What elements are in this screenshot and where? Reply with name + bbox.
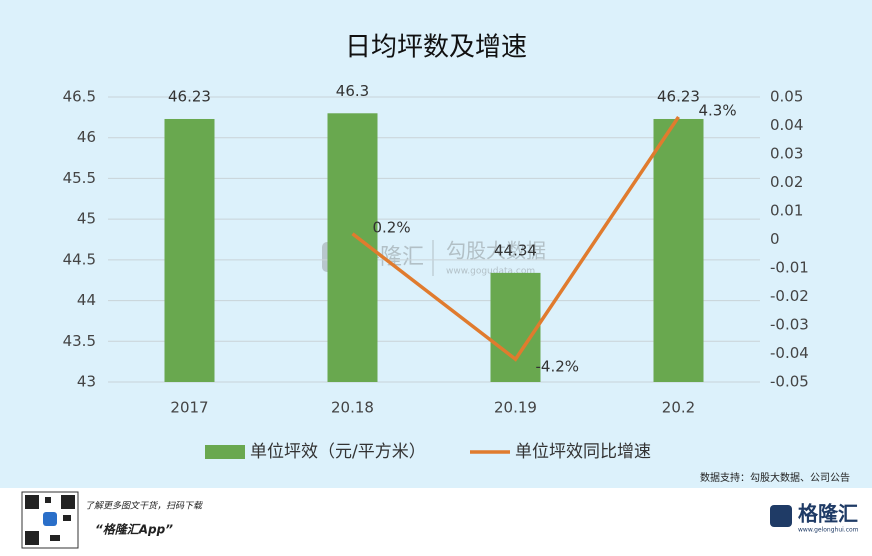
source-note: 数据支持：勾股大数据、公司公告 bbox=[700, 471, 850, 484]
x-tick-label: 20.19 bbox=[494, 399, 537, 417]
line-value-label: 0.2% bbox=[373, 218, 411, 236]
y2-tick-label: 0 bbox=[770, 230, 780, 248]
x-tick-label: 20.2 bbox=[662, 399, 695, 417]
y-tick-label: 46.5 bbox=[63, 88, 96, 106]
y2-tick-label: 0.04 bbox=[770, 116, 803, 134]
chart-title: 日均坪数及增速 bbox=[345, 33, 527, 63]
y-tick-label: 43.5 bbox=[63, 332, 96, 350]
footer-logo-icon bbox=[770, 505, 792, 527]
y-tick-label: 44 bbox=[77, 291, 96, 309]
watermark-url: www.gogudata.com bbox=[446, 267, 535, 277]
qr-code bbox=[21, 491, 79, 549]
y-tick-label: 45 bbox=[77, 210, 96, 228]
y-tick-label: 46 bbox=[77, 128, 96, 146]
footer-logo: 格隆汇 bbox=[798, 502, 858, 526]
footer-background bbox=[0, 488, 872, 556]
y2-tick-label: 0.01 bbox=[770, 202, 803, 220]
bar-value-label: 46.3 bbox=[336, 82, 369, 100]
y-tick-label: 45.5 bbox=[63, 169, 96, 187]
footer-prompt: 了解更多图文干货，扫码下载 bbox=[85, 501, 203, 512]
legend-label: 单位坪效（元/平方米） bbox=[250, 442, 426, 462]
chart-background bbox=[0, 0, 872, 488]
y2-tick-label: -0.01 bbox=[770, 259, 809, 277]
footer-app: “格隆汇App” bbox=[95, 523, 173, 537]
legend-swatch bbox=[205, 445, 245, 459]
bar-value-label: 46.23 bbox=[657, 87, 700, 105]
bar bbox=[653, 118, 704, 382]
watermark-name: 勾股大数据 bbox=[446, 239, 546, 263]
bar-value-label: 46.23 bbox=[168, 87, 211, 105]
y2-tick-label: 0.05 bbox=[770, 88, 803, 106]
bar bbox=[164, 118, 215, 382]
y-tick-label: 43 bbox=[77, 373, 96, 391]
line bbox=[351, 115, 680, 362]
bar bbox=[490, 272, 541, 382]
y2-tick-label: 0.02 bbox=[770, 173, 803, 191]
y2-tick-label: -0.04 bbox=[770, 344, 809, 362]
x-tick-label: 2017 bbox=[170, 399, 208, 417]
y-tick-label: 44.5 bbox=[63, 250, 96, 268]
line-value-label: -4.2% bbox=[536, 358, 580, 376]
legend-label: 单位坪效同比增速 bbox=[515, 442, 651, 462]
y2-tick-label: -0.03 bbox=[770, 316, 809, 334]
y2-tick-label: 0.03 bbox=[770, 145, 803, 163]
y2-tick-label: -0.05 bbox=[770, 373, 809, 391]
y2-tick-label: -0.02 bbox=[770, 287, 809, 305]
footer-site: www.gelonghui.com bbox=[798, 527, 859, 534]
x-tick-label: 20.18 bbox=[331, 399, 374, 417]
bar-value-label: 44.34 bbox=[494, 241, 537, 259]
line-value-label: 4.3% bbox=[699, 101, 737, 119]
